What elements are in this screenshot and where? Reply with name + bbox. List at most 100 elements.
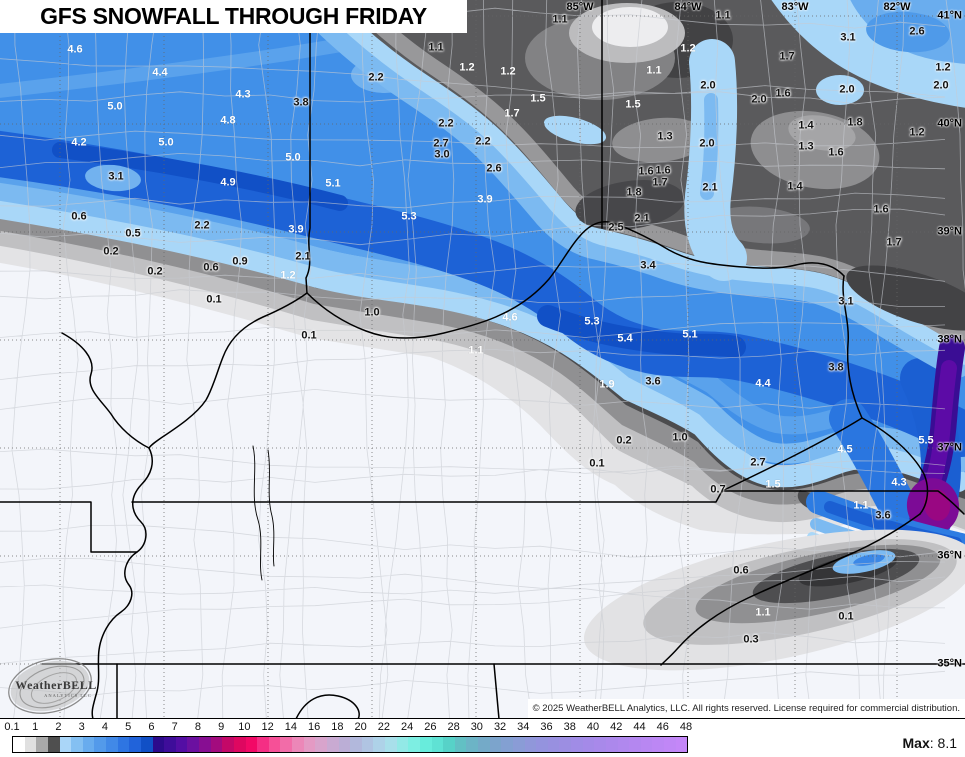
state-borders	[0, 0, 965, 718]
colorbar-tick-label: 5	[125, 721, 132, 733]
colorbar-cell	[350, 737, 362, 752]
colorbar-tick-label: 44	[633, 721, 646, 733]
logo-subtext: ANALYTICS LLC	[44, 693, 92, 698]
logo-swirl-icon: WeatherBELL ANALYTICS LLC	[8, 658, 97, 714]
colorbar-cell	[675, 737, 688, 752]
colorbar-cell	[629, 737, 641, 752]
map-canvas	[0, 0, 965, 718]
colorbar-cell	[292, 737, 304, 752]
colorbar-cell	[419, 737, 432, 752]
max-separator: :	[929, 735, 938, 751]
colorbar-cell	[582, 737, 595, 752]
colorbar-tick-label: 14	[284, 721, 298, 733]
colorbar-tick-label: 28	[447, 721, 460, 733]
colorbar-tick-label: 9	[218, 721, 225, 733]
colorbar-cell	[652, 737, 664, 752]
colorbar-cell	[536, 737, 548, 752]
colorbar-tick-label: 7	[171, 721, 178, 733]
max-label: Max	[902, 735, 930, 751]
map-title: GFS SNOWFALL THROUGH FRIDAY	[40, 3, 427, 29]
colorbar-cell	[431, 737, 444, 752]
colorbar-tick-label: 8	[194, 721, 201, 733]
logo-wordmark: WeatherBELL	[15, 678, 97, 692]
colorbar-cell	[512, 737, 525, 752]
latitude-label: 37°N	[937, 441, 962, 454]
colorbar-tick-label: 42	[610, 721, 623, 733]
colorbar-cell	[13, 737, 25, 752]
colorbar-cell	[71, 737, 83, 752]
colorbar-cell	[559, 737, 571, 752]
colorbar-tick-label: 6	[148, 721, 155, 733]
colorbar-tick-label: 36	[540, 721, 553, 733]
colorbar-cell	[24, 737, 37, 752]
weatherbell-logo: WeatherBELL ANALYTICS LLC	[6, 658, 106, 714]
colorbar-cell	[617, 737, 630, 752]
colorbar-cell	[326, 737, 339, 752]
colorbar-cell	[454, 737, 467, 752]
latitude-label: 36°N	[937, 549, 962, 562]
colorbar-cell	[489, 737, 502, 752]
ohio-gray-region	[299, 0, 965, 378]
colorbar-cell	[396, 737, 409, 752]
colorbar-cell	[338, 737, 351, 752]
colorbar-cell	[59, 737, 72, 752]
max-readout: Max: 8.1	[903, 735, 957, 751]
latitude-label: 40°N	[937, 117, 962, 130]
colorbar-cell	[280, 737, 292, 752]
colorbar-cell	[164, 737, 176, 752]
colorbar-cell	[117, 737, 130, 752]
colorbar-cell	[443, 737, 455, 752]
colorbar-cell	[106, 737, 118, 752]
colorbar-cell	[257, 737, 269, 752]
colorbar-tick-label: 46	[656, 721, 669, 733]
max-value: 8.1	[937, 735, 957, 751]
colorbar-cell	[524, 737, 537, 752]
latitude-label: 35°N	[937, 657, 962, 670]
colorbar-cell	[303, 737, 316, 752]
colorbar-cell	[640, 737, 653, 752]
colorbar-tick-label: 24	[400, 721, 414, 733]
colorbar-tick-label: 16	[308, 721, 321, 733]
colorbar-cell	[129, 737, 141, 752]
colorbar-cell	[664, 737, 676, 752]
colorbar-cell	[187, 737, 199, 752]
colorbar-tick-label: 0.1	[4, 721, 20, 733]
colorbar-tick-label: 3	[78, 721, 85, 733]
colorbar-cell	[385, 737, 397, 752]
colorbar-cell	[245, 737, 258, 752]
colorbar-tick-label: 40	[586, 721, 600, 733]
weather-map: 4.6 4.4 4.3 3.8 5.0 2.2 1.1 1.2 4.8 4.2 5.0 5.0 3.1 4…	[0, 0, 965, 719]
title-box: GFS SNOWFALL THROUGH FRIDAY	[0, 0, 467, 33]
colorbar-tick-label: 12	[261, 721, 274, 733]
colorbar-footer: 0.1 1 2 3 4 5 6 7 8 9 10 12 14 16 18 20 22 24 26 28 30 32 34 36…	[0, 719, 965, 757]
colorbar-cell	[594, 737, 606, 752]
colorbar-tick-label: 18	[331, 721, 344, 733]
colorbar-cell	[199, 737, 211, 752]
longitude-label: 83°W	[781, 1, 809, 13]
colorbar-tick-label: 10	[238, 721, 251, 733]
county-lines	[0, 0, 965, 718]
colorbar-tick-label: 1	[32, 721, 39, 733]
latitude-label: 39°N	[937, 225, 962, 238]
colorbar-tick-label: 4	[101, 721, 109, 733]
latitude-label: 41°N	[937, 9, 962, 22]
colorbar-cell	[547, 737, 560, 752]
colorbar-cell	[210, 737, 223, 752]
colorbar-tick-label: 48	[679, 721, 693, 733]
colorbar-cell	[175, 737, 188, 752]
colorbar-cell	[361, 737, 374, 752]
colorbar-cell	[82, 737, 95, 752]
colorbar-tick-label: 32	[493, 721, 507, 733]
colorbar-cell	[152, 737, 165, 752]
colorbar-tick-label: 26	[424, 721, 437, 733]
colorbar-cell	[268, 737, 281, 752]
longitude-label: 82°W	[883, 1, 911, 13]
colorbar-cell	[94, 737, 106, 752]
colorbar-cell	[605, 737, 618, 752]
colorbar	[12, 736, 688, 753]
colorbar-cell	[36, 737, 48, 752]
colorbar-tick-label: 2	[55, 721, 62, 733]
colorbar-cell	[466, 737, 478, 752]
colorbar-cell	[140, 737, 153, 752]
